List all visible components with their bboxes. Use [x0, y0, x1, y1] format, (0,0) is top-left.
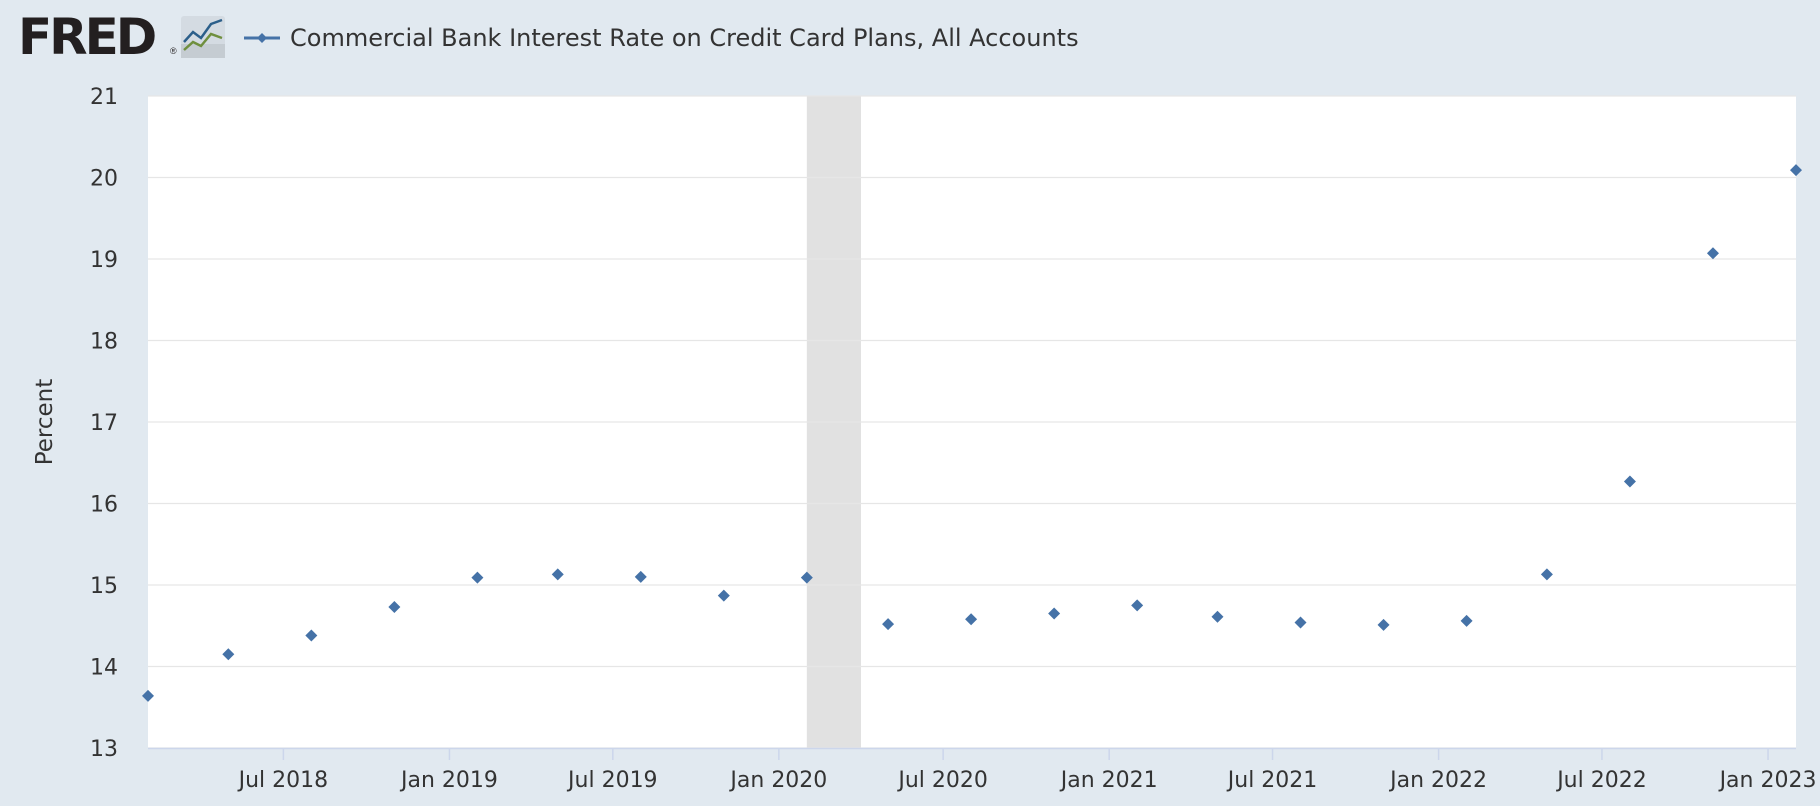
data-point [305, 629, 318, 642]
data-point [1790, 164, 1802, 177]
chart-legend[interactable]: Commercial Bank Interest Rate on Credit … [244, 18, 1079, 58]
data-point [1048, 607, 1061, 620]
y-tick-label: 14 [90, 656, 118, 681]
data-point [1706, 247, 1719, 260]
x-tick-label: Jan 2022 [1388, 768, 1487, 793]
x-tick-label: Jul 2020 [896, 768, 988, 793]
y-tick-label: 16 [90, 493, 118, 518]
data-point [388, 601, 401, 614]
fred-logo[interactable]: FRED [18, 8, 157, 66]
data-point [1377, 618, 1390, 631]
data-point [634, 570, 647, 583]
line-chart-icon [181, 16, 225, 58]
registered-mark: ® [170, 46, 177, 56]
data-point [222, 648, 235, 661]
data-point [882, 618, 895, 631]
data-point [717, 589, 730, 602]
data-point [1460, 614, 1473, 627]
y-tick-label: 18 [90, 330, 118, 355]
y-tick-label: 15 [90, 574, 118, 599]
x-tick-label: Jul 2021 [1226, 768, 1318, 793]
data-point [1211, 610, 1224, 623]
y-tick-label: 17 [90, 411, 118, 436]
y-tick-label: 21 [90, 85, 118, 110]
x-tick-label: Jul 2022 [1555, 768, 1647, 793]
data-point [551, 568, 564, 581]
x-tick-label: Jan 2021 [1059, 768, 1158, 793]
y-tick-label: 20 [90, 167, 118, 192]
y-axis-title: Percent [32, 379, 58, 466]
x-tick-label: Jul 2018 [237, 768, 329, 793]
data-point [965, 613, 978, 626]
legend-series-marker [244, 33, 280, 43]
chart-header: FRED ® Commercial Bank Interest Rate on … [0, 0, 1820, 80]
data-point [1623, 475, 1636, 488]
x-tick-label: Jan 2020 [728, 768, 827, 793]
y-tick-label: 19 [90, 248, 118, 273]
data-point [1131, 599, 1144, 612]
x-tick-label: Jan 2019 [399, 768, 498, 793]
data-point [800, 571, 813, 584]
x-tick-label: Jan 2023 [1718, 768, 1817, 793]
legend-series-label: Commercial Bank Interest Rate on Credit … [290, 24, 1079, 52]
data-point [142, 689, 154, 702]
data-point [471, 571, 484, 584]
data-point [1294, 616, 1307, 629]
data-point [1540, 568, 1553, 581]
y-tick-label: 13 [90, 737, 118, 762]
x-tick-label: Jul 2019 [566, 768, 658, 793]
